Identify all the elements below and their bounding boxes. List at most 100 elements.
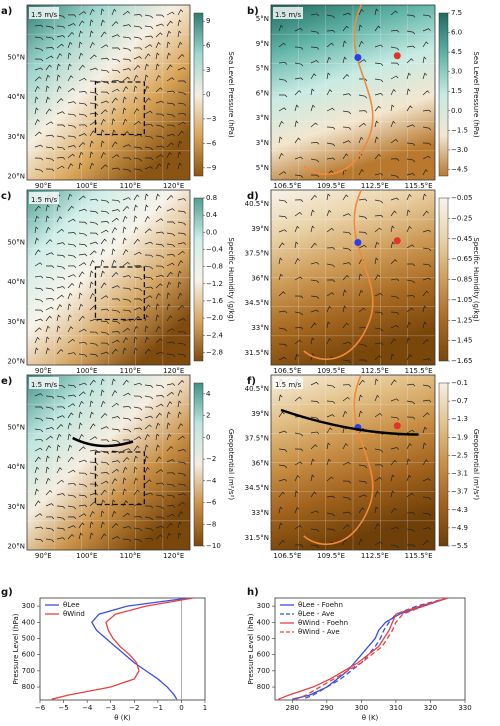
wind-barb [422, 90, 430, 96]
wind-barb [144, 348, 151, 355]
wind-barb [177, 151, 182, 159]
wind-barb [34, 58, 44, 62]
wind-barb [155, 193, 160, 201]
wind-barb [111, 416, 121, 419]
wind-barb [326, 157, 336, 161]
legend-label: θLee [63, 601, 80, 609]
wind-barb [358, 289, 364, 297]
wind-barb [422, 169, 429, 176]
x-tick-label: 110°E [120, 182, 141, 190]
wind-barb [177, 30, 182, 38]
wind-barb [67, 444, 73, 452]
wind-barb [45, 516, 55, 520]
wind-barb [122, 457, 130, 463]
wind-barb [144, 44, 153, 49]
y-tick-label: 34.5°N [245, 299, 269, 307]
wind-barb [390, 379, 397, 386]
wind-barb [45, 435, 53, 441]
wind-barb [422, 109, 432, 113]
study-box [94, 81, 146, 136]
wind-barb [45, 276, 55, 281]
wind-barb [56, 254, 66, 258]
wind-barb [278, 491, 285, 498]
wind-barb [78, 11, 87, 16]
wind-barb [294, 326, 304, 330]
wind-barb [34, 439, 44, 442]
wind-barb [390, 158, 400, 161]
wind-barb [100, 118, 106, 126]
wind-barb [144, 492, 153, 496]
wind-barb [67, 303, 72, 311]
wind-barb [122, 298, 132, 303]
wind-barb [326, 476, 334, 482]
x-axis-label: θ (K) [362, 714, 379, 722]
wind-barb [56, 74, 61, 82]
wind-barb [34, 287, 44, 292]
wind-barb [294, 258, 300, 265]
x-tick-label: 106.5°E [273, 552, 301, 560]
y-tick-label: 39°N [251, 225, 269, 233]
wind-barb [122, 76, 130, 82]
wind-barb [390, 338, 397, 345]
wind-barb [278, 478, 288, 482]
wind-barb [144, 295, 153, 300]
wind-barb [422, 338, 430, 345]
wind-barb [67, 205, 74, 212]
wind-barb [177, 483, 187, 487]
colorbar-tick-label: 6 [206, 42, 211, 50]
wind-barb [133, 226, 139, 234]
wind-barb [78, 232, 88, 237]
wind-barb [56, 124, 66, 128]
colorbar-tick-label: −0.65 [451, 255, 472, 263]
wind-barb [155, 444, 160, 452]
wind-barb [122, 275, 132, 278]
wind-barb [111, 522, 119, 529]
wind-barb [166, 353, 176, 357]
wind-barb [177, 304, 185, 311]
wind-barb [166, 243, 176, 248]
x-tick-label: 115.5°E [405, 182, 433, 190]
y-tick-label: 20°N [7, 173, 25, 181]
y-tick-label: 40.5°N [245, 385, 269, 393]
wind-barb [422, 358, 432, 361]
wind-barb [294, 432, 304, 437]
wind-barb [56, 304, 63, 311]
wind-barb [67, 63, 72, 71]
wind-barb [406, 400, 416, 405]
wind-barb [122, 206, 130, 212]
wind-barb [111, 259, 117, 267]
wind-barb [177, 242, 187, 245]
wind-barb [278, 215, 288, 219]
colorbar-tick-label: 0.0 [206, 228, 217, 236]
wind-barb [78, 41, 83, 49]
wind-barb [294, 474, 300, 482]
wind-barb [133, 215, 138, 223]
wind-barb [45, 226, 51, 234]
y-tick-label: 50°N [7, 54, 25, 62]
wind-barb [56, 25, 66, 29]
wind-barb [78, 328, 87, 333]
wind-barb [133, 85, 138, 93]
wind-barb [100, 533, 107, 540]
wind-barb [326, 292, 335, 297]
wind-barb [45, 527, 55, 532]
wind-barb [358, 94, 368, 99]
wind-barb [56, 415, 65, 419]
wind-barb [144, 415, 153, 419]
wind-barb [67, 516, 77, 520]
wind-barb [374, 173, 384, 176]
wind-barb [89, 436, 98, 441]
wind-barb [422, 229, 431, 233]
y-axis-label: Pressure Level (hPa) [247, 613, 255, 684]
wind-barb [34, 168, 44, 173]
wind-barb [133, 36, 143, 41]
wind-barb [78, 472, 88, 476]
wind-barb [278, 448, 288, 453]
colorbar-tick-label: 0.0 [451, 107, 462, 115]
wind-barb [177, 281, 182, 289]
y-tick-label: 500 [22, 634, 35, 642]
wind-barb [122, 144, 131, 148]
wind-barb [45, 204, 50, 212]
wind-barb [374, 136, 379, 144]
wind-barb [310, 474, 315, 482]
